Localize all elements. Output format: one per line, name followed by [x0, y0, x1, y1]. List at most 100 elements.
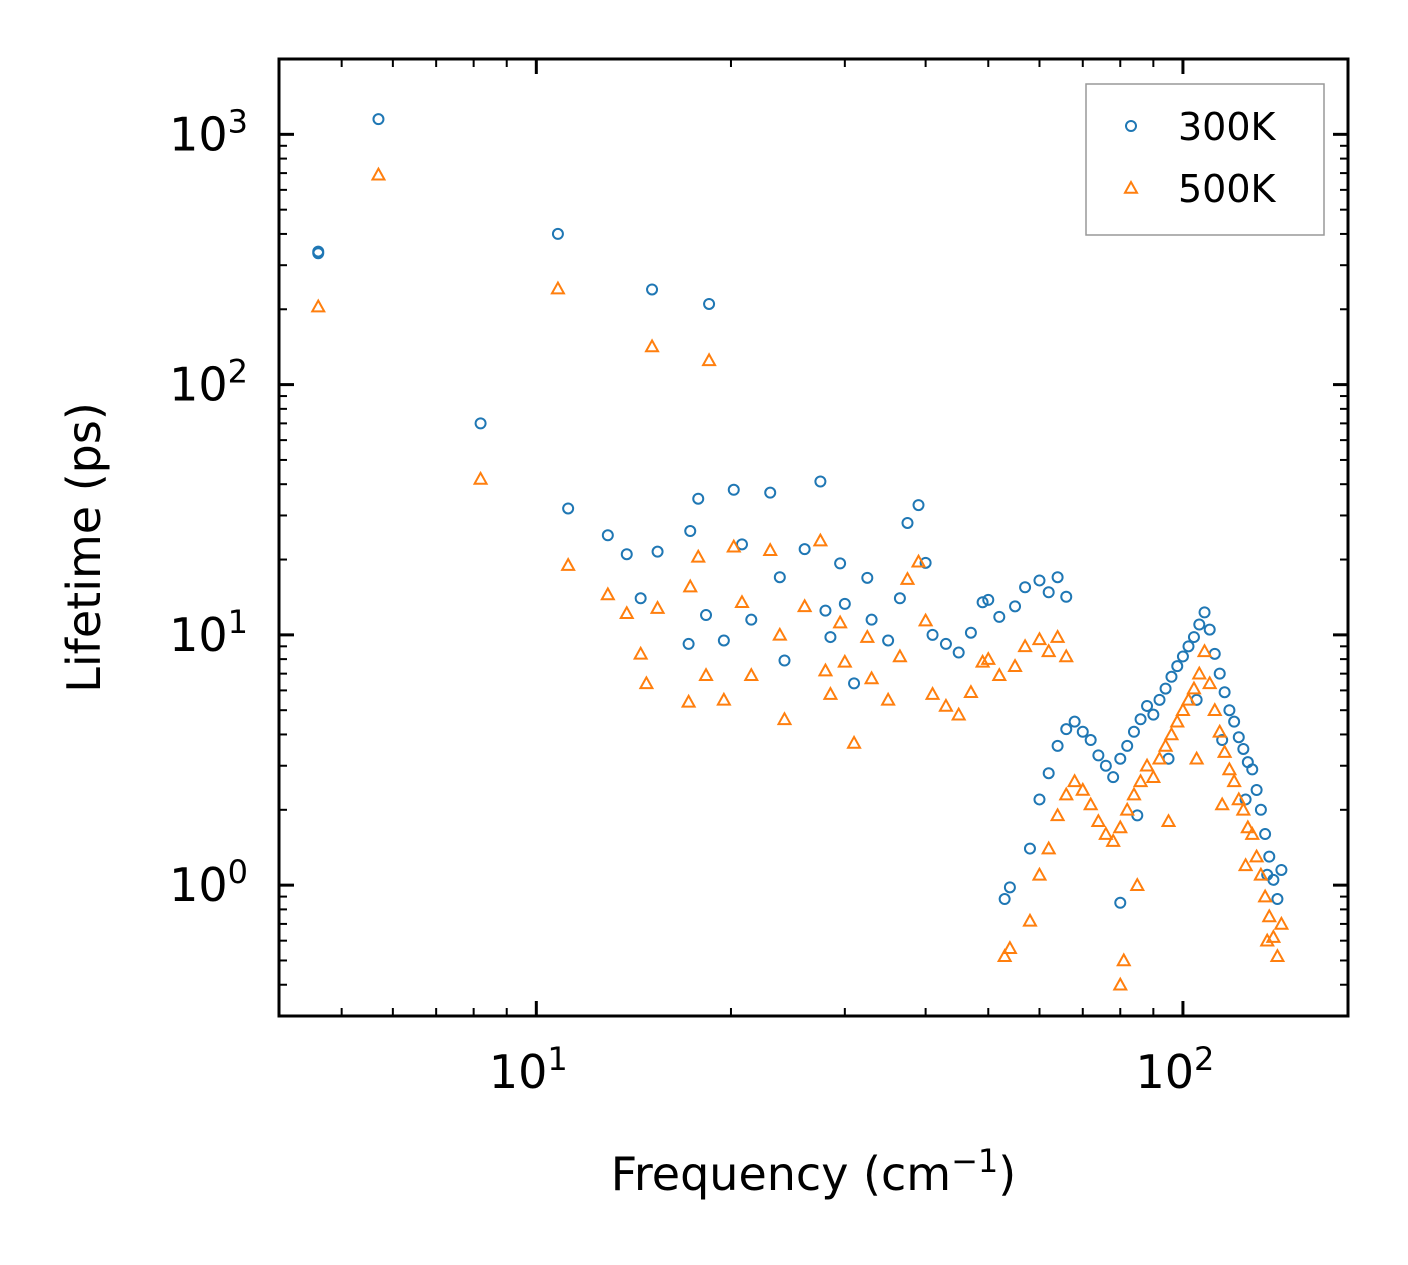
data-point-500K	[772, 626, 788, 641]
data-point-500K	[1257, 888, 1273, 903]
data-point-500K	[682, 578, 698, 593]
data-point-300K	[998, 893, 1011, 906]
data-point-300K	[1121, 739, 1134, 752]
data-point-300K	[778, 654, 791, 667]
data-point-300K	[1099, 759, 1112, 772]
data-point-500K	[1066, 773, 1083, 788]
data-point-300K	[848, 677, 861, 690]
data-point-300K	[692, 492, 705, 505]
y-tick-label: 103	[169, 102, 248, 161]
data-point-300K	[1237, 742, 1250, 755]
data-point-300K	[1042, 586, 1055, 599]
data-point-500K	[310, 298, 326, 313]
data-point-500K	[1202, 675, 1218, 690]
data-point-300K	[1092, 749, 1105, 762]
data-point-500K	[832, 614, 848, 629]
data-point-300K	[1171, 660, 1184, 673]
data-point-300K	[1208, 647, 1221, 660]
data-point-300K	[620, 548, 633, 561]
legend-marker-500K	[1123, 179, 1139, 194]
data-point-300K	[1246, 763, 1259, 776]
y-tick-label: 100	[169, 853, 248, 912]
data-point-500K	[1160, 813, 1177, 828]
data-point-300K	[717, 634, 730, 647]
data-point-300K	[834, 557, 847, 570]
data-point-300K	[1141, 699, 1154, 712]
data-point-500K	[1261, 908, 1277, 923]
data-point-300K	[912, 499, 925, 512]
data-point-500K	[370, 166, 387, 181]
data-point-300K	[1159, 682, 1172, 695]
data-point-300K	[1213, 667, 1226, 680]
data-point-300K	[838, 597, 851, 610]
data-point-300K	[976, 596, 989, 609]
data-point-300K	[646, 283, 659, 296]
data-point-300K	[1023, 842, 1036, 855]
data-point-300K	[1147, 708, 1160, 721]
data-point-300K	[819, 604, 832, 617]
data-point-300K	[1019, 581, 1032, 594]
data-point-500K	[917, 612, 934, 627]
data-point-500K	[1269, 948, 1286, 963]
data-point-500K	[701, 352, 717, 367]
data-point-300K	[1271, 893, 1284, 906]
data-point-500K	[1248, 848, 1265, 863]
data-point-500K	[1237, 857, 1254, 872]
data-point-300K	[901, 516, 914, 529]
data-point-500K	[1196, 643, 1213, 658]
axis-tick-labels: 101 102 100 101 102 103	[169, 102, 1214, 1099]
data-point-300K	[1182, 640, 1195, 653]
data-point-300K	[1060, 590, 1073, 603]
data-point-500K	[680, 693, 697, 708]
data-point-300K	[1203, 623, 1216, 636]
data-point-500K	[1231, 791, 1247, 806]
data-point-500K	[1169, 713, 1185, 728]
legend-box	[1085, 83, 1325, 236]
x-tick-label: 101	[489, 1040, 568, 1099]
data-point-300K	[1042, 767, 1055, 780]
data-point-500K	[638, 675, 655, 690]
data-point-300K	[372, 113, 385, 126]
data-point-500K	[1151, 750, 1168, 765]
data-point-300K	[1218, 686, 1231, 699]
data-point-300K	[1198, 606, 1211, 619]
data-point-300K	[474, 417, 487, 430]
data-point-300K	[700, 609, 713, 622]
data-point-300K	[919, 556, 932, 569]
data-point-500K	[1002, 940, 1018, 954]
data-point-500K	[1058, 786, 1074, 801]
data-point-500K	[619, 605, 635, 620]
data-point-500K	[1082, 796, 1099, 811]
data-point-300K	[939, 637, 952, 650]
data-point-500K	[1126, 786, 1142, 801]
data-point-500K	[996, 948, 1013, 963]
data-point-500K	[880, 691, 896, 706]
data-point-500K	[600, 586, 616, 601]
data-point-500K	[991, 667, 1007, 682]
data-point-300K	[1134, 713, 1147, 726]
data-point-300K	[1193, 618, 1206, 631]
data-point-500K	[974, 653, 991, 668]
data-point-300K	[1033, 574, 1046, 587]
data-point-300K	[312, 247, 325, 260]
axis-ticks	[278, 58, 1348, 1017]
data-point-500K	[817, 662, 834, 677]
x-tick-label: 102	[1135, 1040, 1214, 1099]
data-point-300K	[1216, 734, 1229, 747]
series-500K	[310, 166, 1290, 991]
data-point-500K	[1105, 833, 1121, 847]
data-point-300K	[952, 646, 965, 659]
data-point-500K	[1180, 691, 1197, 706]
data-point-500K	[812, 532, 829, 547]
data-point-300K	[865, 613, 878, 626]
data-point-500K	[796, 598, 813, 613]
data-point-300K	[601, 529, 614, 542]
data-point-500K	[726, 538, 742, 553]
data-point-500K	[980, 651, 996, 665]
data-point-300K	[1176, 650, 1189, 663]
data-point-300K	[1187, 631, 1200, 644]
data-point-500K	[1116, 952, 1132, 967]
data-point-500K	[1214, 796, 1230, 811]
data-point-500K	[1188, 750, 1205, 765]
data-point-300K	[1228, 715, 1241, 728]
